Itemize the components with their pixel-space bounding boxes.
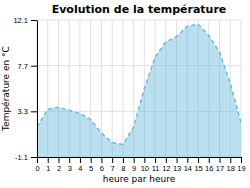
grid-line-x	[37, 20, 38, 157]
grid	[37, 20, 241, 157]
x-axis-tick-mark	[123, 157, 124, 163]
x-axis-tick-label: 12	[162, 164, 170, 173]
x-axis-tick-label: 7	[111, 164, 115, 173]
x-axis-tick-label: 19	[237, 164, 245, 173]
x-axis-tick: 2	[57, 157, 61, 173]
x-axis-tick: 4	[78, 157, 82, 173]
x-axis-tick-mark	[134, 157, 135, 163]
x-axis-tick-label: 9	[132, 164, 136, 173]
y-axis-tick: 12.1	[13, 16, 37, 25]
y-axis-tick-label: 3.3	[18, 107, 28, 116]
x-axis-tick-label: 6	[100, 164, 104, 173]
y-axis-tick: 3.3	[18, 107, 37, 116]
x-axis-tick-label: 5	[89, 164, 93, 173]
y-axis-tick: -1.1	[15, 153, 37, 162]
x-axis-tick-label: 17	[216, 164, 224, 173]
x-axis-tick-mark	[166, 157, 167, 163]
y-axis-tick-label: 7.7	[18, 62, 28, 71]
x-axis-tick-mark	[144, 157, 145, 163]
y-axis-tick-mark	[31, 157, 37, 158]
y-axis-tick-mark	[31, 66, 37, 67]
x-axis-line	[38, 157, 242, 158]
x-axis-tick-mark	[177, 157, 178, 163]
x-axis-tick: 15	[194, 157, 202, 173]
y-axis: -1.1 3.3 7.7 12.1	[13, 16, 37, 162]
x-axis-tick: 16	[205, 157, 213, 173]
x-axis-tick: 6	[100, 157, 104, 173]
x-axis-tick-mark	[58, 157, 59, 163]
grid-line-x	[122, 20, 123, 157]
y-axis-tick: 7.7	[18, 62, 37, 71]
x-axis-tick-mark	[37, 157, 38, 163]
x-axis-tick-label: 11	[152, 164, 160, 173]
x-axis-tick: 13	[173, 157, 181, 173]
x-axis-tick-label: 10	[141, 164, 149, 173]
x-axis-tick-label: 4	[78, 164, 82, 173]
x-axis-tick-mark	[112, 157, 113, 163]
title: Evolution de la température	[52, 3, 227, 16]
x-axis-title: heure par heure	[103, 174, 176, 184]
y-axis-line	[37, 21, 38, 158]
x-axis-tick-label: 1	[46, 164, 50, 173]
x-axis-tick-label: 0	[35, 164, 39, 173]
x-axis-tick: 1	[46, 157, 50, 173]
x-axis-tick-mark	[198, 157, 199, 163]
y-axis-tick-label: -1.1	[15, 153, 28, 162]
x-axis-tick-label: 16	[205, 164, 213, 173]
x-axis-tick-label: 2	[57, 164, 61, 173]
x-axis-tick: 7	[111, 157, 115, 173]
x-axis-tick-mark	[155, 157, 156, 163]
y-axis-tick-mark	[31, 111, 37, 112]
x-axis-tick-mark	[220, 157, 221, 163]
x-axis: 012345678910111213141516171819	[35, 157, 245, 173]
x-axis-tick-mark	[48, 157, 49, 163]
x-axis-tick: 18	[227, 157, 235, 173]
y-axis-tick-label: 12.1	[13, 16, 28, 25]
x-axis-tick-mark	[230, 157, 231, 163]
x-axis-tick-label: 13	[173, 164, 181, 173]
grid-line-y	[37, 20, 241, 21]
plot-area	[37, 24, 241, 157]
x-axis-tick-mark	[241, 157, 242, 163]
x-axis-tick-label: 15	[194, 164, 202, 173]
x-axis-tick: 5	[89, 157, 93, 173]
x-axis-tick-mark	[80, 157, 81, 163]
grid-line-x	[112, 20, 113, 157]
line	[37, 24, 241, 144]
x-axis-tick: 11	[152, 157, 160, 173]
x-axis-tick: 19	[237, 157, 245, 173]
x-axis-tick: 10	[141, 157, 149, 173]
x-axis-tick: 14	[184, 157, 192, 173]
x-axis-tick-mark	[209, 157, 210, 163]
x-axis-tick: 9	[132, 157, 136, 173]
x-axis-tick: 0	[35, 157, 39, 173]
y-axis-title: Température en °C	[1, 46, 11, 132]
x-axis-tick: 17	[216, 157, 224, 173]
x-axis-tick-label: 18	[227, 164, 235, 173]
chart: 012345678910111213141516171819-1.13.37.7…	[0, 0, 250, 188]
x-axis-tick-mark	[187, 157, 188, 163]
area	[37, 24, 241, 157]
x-axis-tick-mark	[101, 157, 102, 163]
x-axis-tick-label: 14	[184, 164, 192, 173]
y-axis-tick-mark	[31, 20, 37, 21]
x-axis-tick: 12	[162, 157, 170, 173]
x-axis-tick-label: 3	[68, 164, 72, 173]
x-axis-tick: 3	[68, 157, 72, 173]
x-axis-tick-mark	[91, 157, 92, 163]
x-axis-tick: 8	[121, 157, 125, 173]
x-axis-tick-mark	[69, 157, 70, 163]
x-axis-tick-label: 8	[121, 164, 125, 173]
